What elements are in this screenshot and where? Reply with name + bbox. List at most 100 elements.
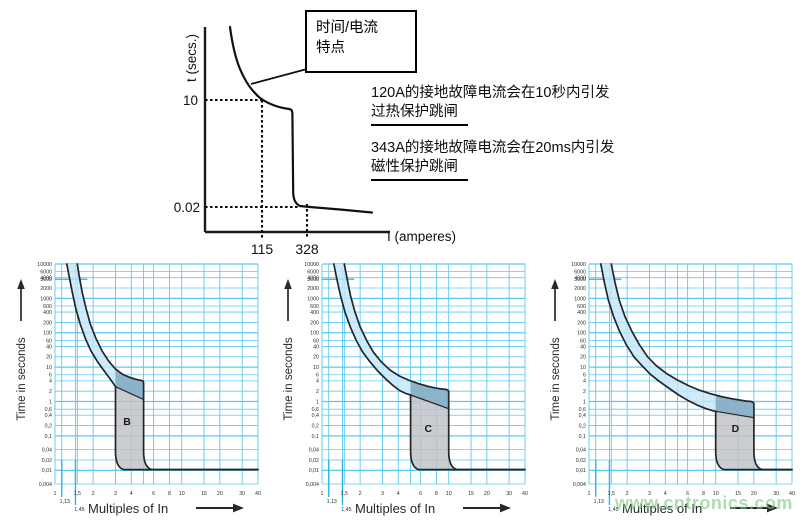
x-axis-title: I (amperes) [387,229,456,244]
tick-labels: 1000060004000360020001000600400200100604… [571,262,795,513]
svg-text:40: 40 [522,491,528,497]
svg-text:1000: 1000 [40,296,52,302]
y-axis-title: Time in seconds [16,337,28,421]
svg-text:0,004: 0,004 [39,482,52,488]
svg-text:0,1: 0,1 [579,434,586,440]
svg-text:60: 60 [580,338,586,344]
dotted-guide-20ms [205,204,309,238]
note-magnetic: 343A的接地故障电流会在20ms内引发 磁性保护跳闸 [371,139,681,181]
y-axis-title: t (secs.) [184,34,199,82]
svg-text:1: 1 [321,491,324,497]
x-tick-328: 328 [295,241,319,257]
svg-text:4: 4 [664,491,667,497]
y-axis-title: Time in seconds [550,337,562,421]
svg-text:600: 600 [577,304,586,310]
svg-text:0,1: 0,1 [45,434,52,440]
svg-text:0,004: 0,004 [306,482,319,488]
svg-text:2000: 2000 [307,286,319,292]
svg-text:0,6: 0,6 [579,407,586,413]
svg-text:100: 100 [577,331,586,337]
diagonal-divider [410,394,449,410]
svg-text:2: 2 [49,389,52,395]
svg-text:10: 10 [313,365,319,371]
svg-text:2: 2 [626,491,629,497]
svg-text:2: 2 [92,491,95,497]
svg-text:15: 15 [735,491,741,497]
trip-curve-chart-c: C 10000 6000 4000 3600 2000 1000 600 400 200 100 60… [267,255,535,523]
axes [203,27,390,234]
curve-type-label: B [123,416,131,428]
magnetic-strip [115,386,152,470]
x-axis-title: Multiples of In [622,501,702,516]
svg-text:100: 100 [310,331,319,337]
svg-text:20: 20 [46,355,52,361]
svg-text:6: 6 [316,373,319,379]
diagonal-divider [115,386,144,401]
svg-text:20: 20 [751,491,757,497]
x-tick-115: 115 [251,241,274,257]
strip-left-edge [714,410,793,471]
svg-text:0,6: 0,6 [312,407,319,413]
svg-text:6: 6 [152,491,155,497]
svg-text:40: 40 [46,344,52,350]
svg-text:0,004: 0,004 [573,482,586,488]
svg-text:1,45: 1,45 [341,507,351,513]
svg-text:0,2: 0,2 [312,423,319,429]
time-current-curve [228,25,374,214]
grid [588,263,793,505]
svg-text:0,04: 0,04 [576,448,586,454]
magnetic-strip [715,411,762,470]
callout-line1: 时间/电流 [316,20,379,36]
svg-text:0,4: 0,4 [579,413,586,419]
svg-text:8: 8 [702,491,705,497]
svg-text:20: 20 [217,491,223,497]
svg-text:6: 6 [686,491,689,497]
svg-text:0,1: 0,1 [312,434,319,440]
y-tick-002: 0.02 [174,200,200,215]
svg-text:200: 200 [43,320,52,326]
annotations: 120A的接地故障电流会在10秒内引发 过热保护跳闸 343A的接地故障电流会在… [371,84,681,194]
svg-text:0,01: 0,01 [576,468,586,474]
svg-text:1,13: 1,13 [594,499,604,505]
time-current-diagram: t (secs.) 10 0.02 115 328 I (amperes) [174,25,456,257]
svg-text:6: 6 [49,373,52,379]
svg-text:6: 6 [583,373,586,379]
svg-text:3: 3 [114,491,117,497]
svg-text:0,4: 0,4 [312,413,319,419]
overlap-region [115,369,144,400]
y-tick-10: 10 [183,93,198,108]
svg-text:600: 600 [310,304,319,310]
svg-text:4: 4 [397,491,400,497]
svg-text:30: 30 [239,491,245,497]
svg-text:30: 30 [506,491,512,497]
svg-text:40: 40 [789,491,795,497]
svg-text:10: 10 [46,365,52,371]
svg-text:6000: 6000 [307,270,319,276]
svg-text:60: 60 [313,338,319,344]
upper-curve [343,263,526,471]
svg-text:2000: 2000 [40,286,52,292]
note-magnetic-line2: 磁性保护跳闸 [371,158,468,181]
svg-text:1,45: 1,45 [608,507,618,513]
svg-text:100: 100 [43,331,52,337]
svg-text:0,04: 0,04 [309,448,319,454]
svg-text:400: 400 [577,310,586,316]
note-magnetic-line1: 343A的接地故障电流会在20ms内引发 [371,140,615,156]
svg-text:30: 30 [773,491,779,497]
svg-text:1000: 1000 [574,296,586,302]
svg-text:1000: 1000 [307,296,319,302]
svg-text:1,5: 1,5 [608,491,615,497]
svg-text:200: 200 [577,320,586,326]
svg-text:0,2: 0,2 [579,423,586,429]
svg-text:1: 1 [588,491,591,497]
svg-text:8: 8 [435,491,438,497]
lower-curve [65,263,117,388]
strip-left-edge [114,385,259,471]
svg-text:3: 3 [648,491,651,497]
svg-text:1,45: 1,45 [74,507,84,513]
y-axis-title: Time in seconds [283,337,295,421]
watermark: www.cntronics.com [615,493,793,513]
svg-text:40: 40 [255,491,261,497]
overlap-region [410,380,449,409]
